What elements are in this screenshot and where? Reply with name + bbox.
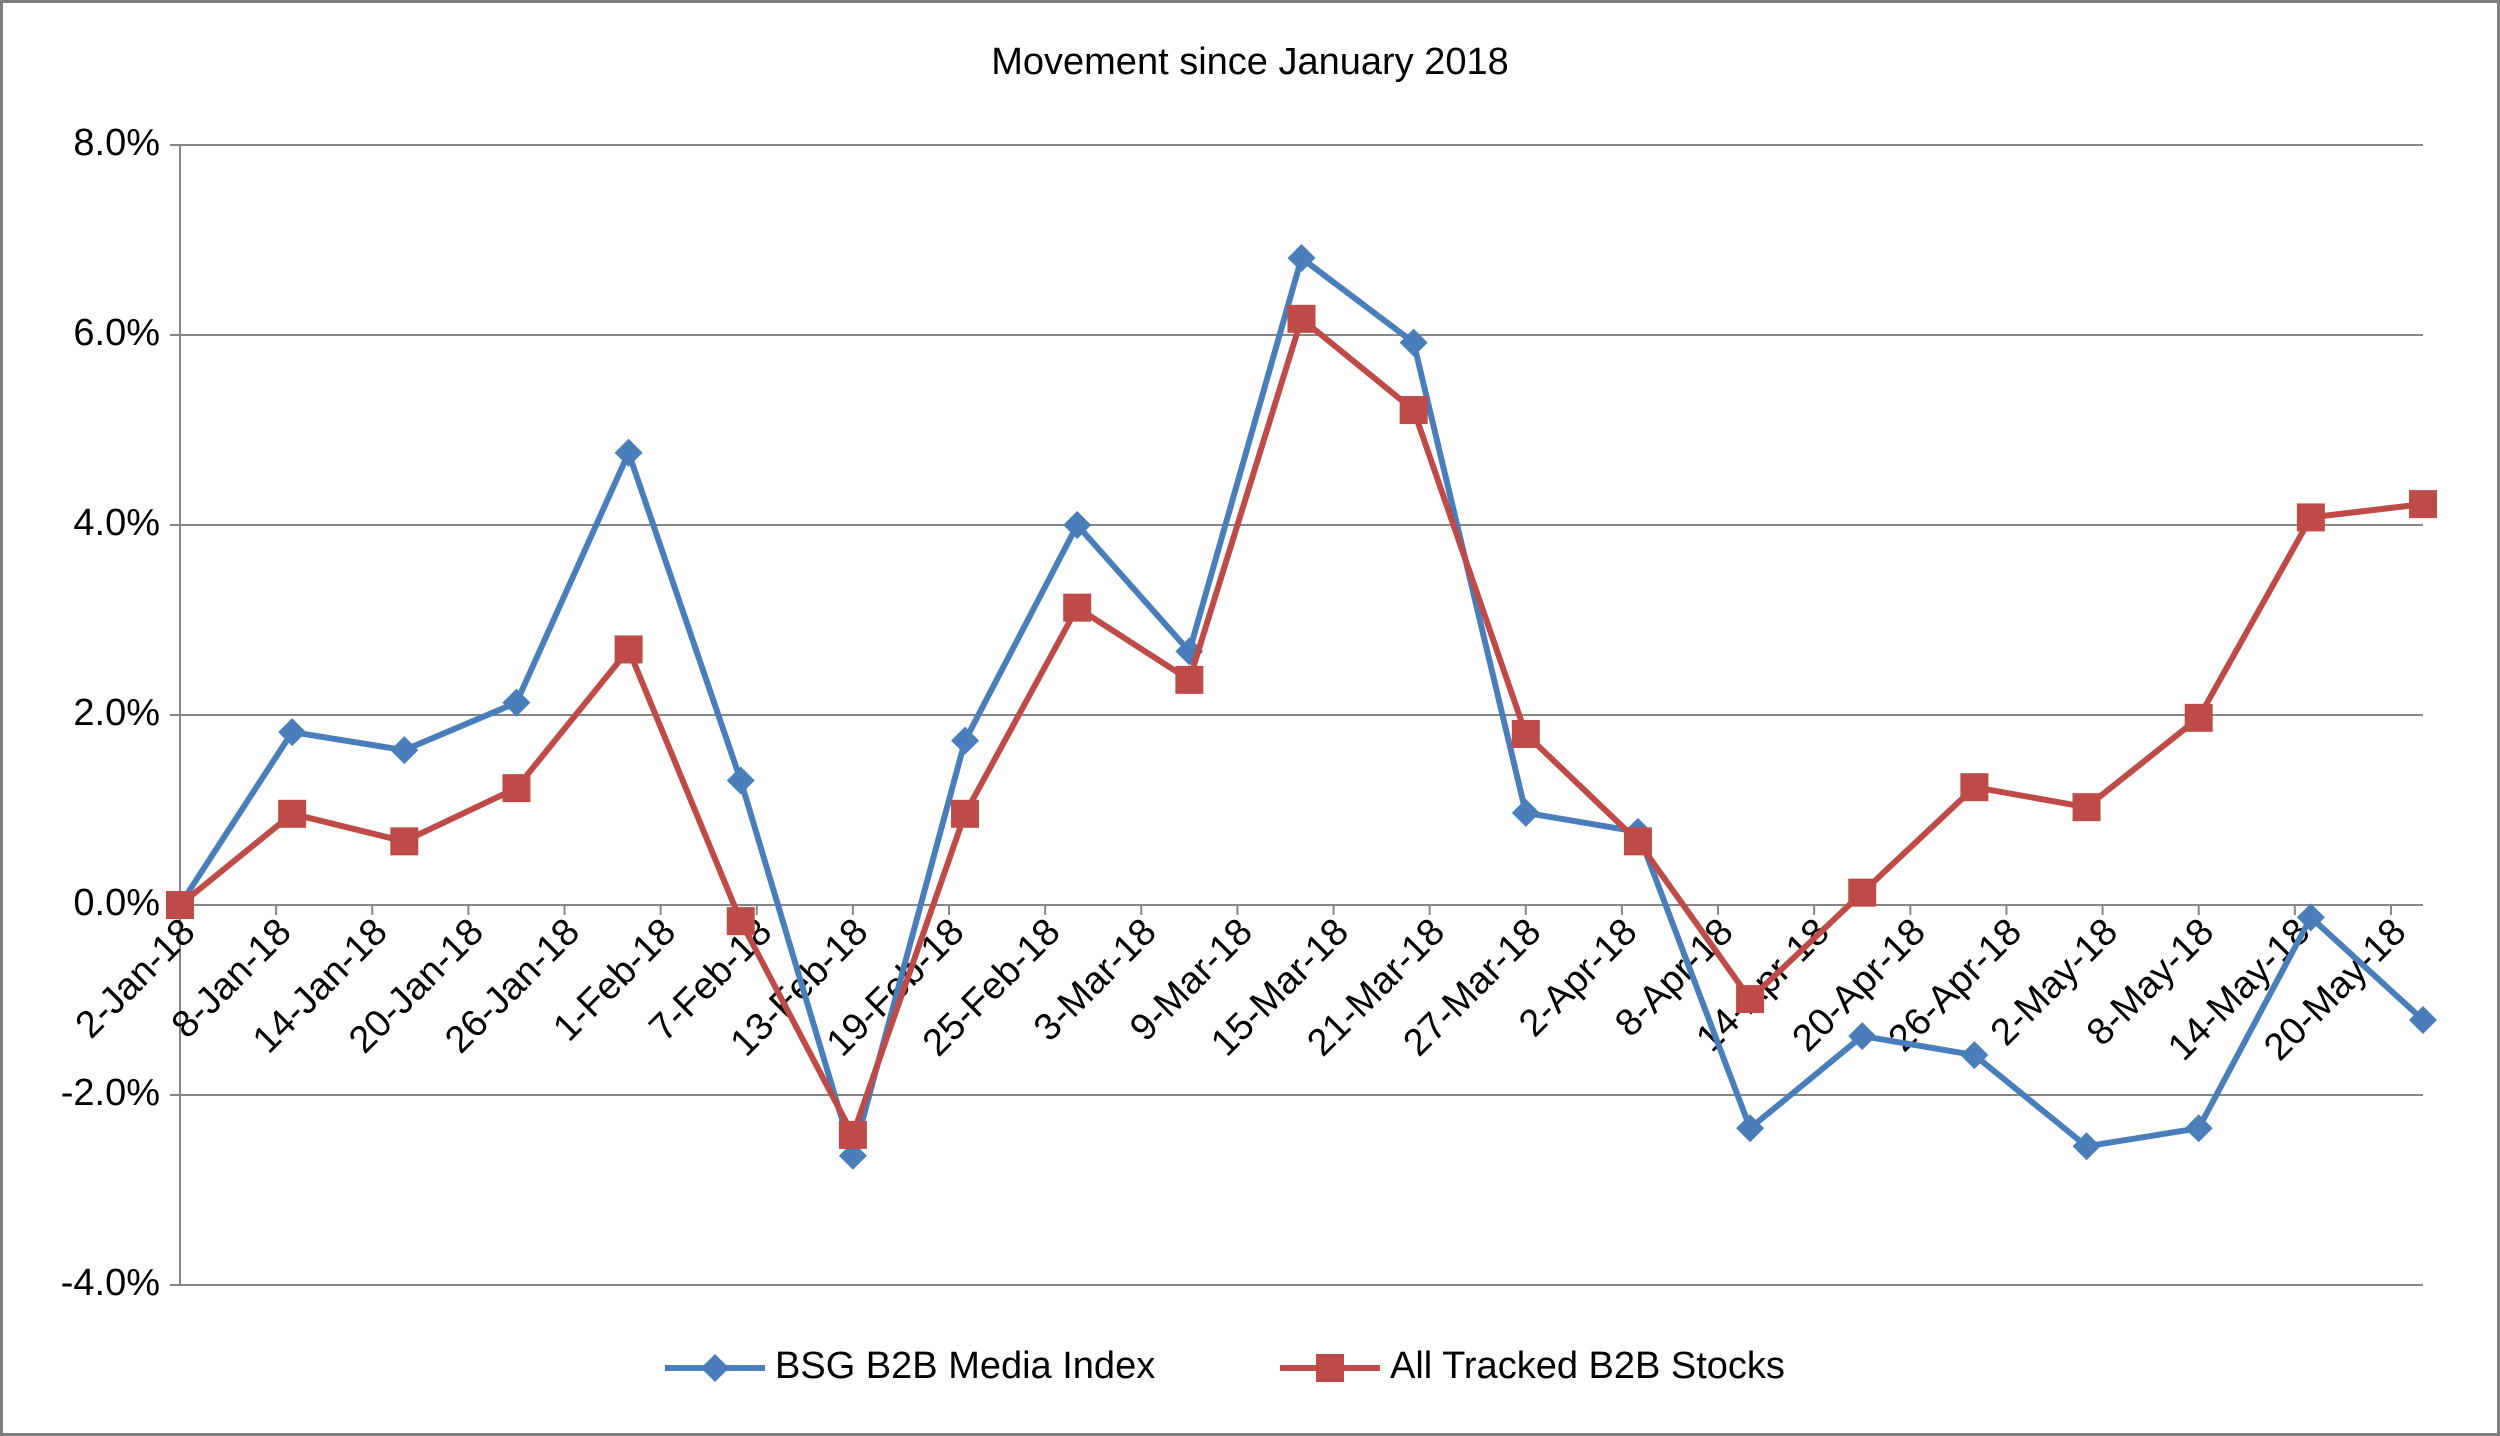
point bbox=[951, 726, 980, 755]
point bbox=[726, 907, 755, 936]
point bbox=[2409, 490, 2437, 519]
y-tick-label: 6.0% bbox=[73, 312, 160, 354]
y-tick-label: 2.0% bbox=[73, 692, 160, 734]
point bbox=[1960, 773, 1989, 802]
point bbox=[1287, 244, 1316, 273]
point bbox=[2072, 1132, 2101, 1161]
y-tick-label: 4.0% bbox=[73, 502, 160, 544]
point bbox=[1623, 827, 1652, 856]
point bbox=[390, 827, 419, 856]
point bbox=[726, 766, 755, 795]
point bbox=[838, 1120, 867, 1149]
legend-label: All Tracked B2B Stocks bbox=[1390, 1345, 1785, 1387]
point bbox=[502, 774, 531, 803]
point bbox=[2296, 503, 2325, 532]
point bbox=[1960, 1041, 1989, 1070]
point bbox=[2296, 903, 2325, 932]
y-tick-label: -4.0% bbox=[61, 1262, 160, 1304]
chart-title: Movement since January 2018 bbox=[991, 41, 1509, 83]
point bbox=[1511, 720, 1540, 748]
point bbox=[2409, 1005, 2437, 1034]
point bbox=[1848, 878, 1877, 907]
legend-label: BSG B2B Media Index bbox=[775, 1345, 1155, 1387]
point bbox=[1736, 985, 1765, 1014]
point bbox=[1063, 593, 1092, 622]
point bbox=[2184, 1114, 2213, 1143]
point bbox=[2072, 793, 2101, 822]
point bbox=[278, 718, 307, 747]
point bbox=[614, 438, 643, 467]
point bbox=[1848, 1022, 1877, 1051]
point bbox=[1287, 304, 1316, 333]
point bbox=[1175, 665, 1204, 694]
point bbox=[502, 688, 531, 717]
legend-marker bbox=[701, 1354, 729, 1382]
point bbox=[951, 799, 980, 828]
point bbox=[1399, 328, 1428, 357]
point bbox=[614, 635, 643, 664]
point bbox=[278, 799, 307, 828]
point bbox=[1399, 396, 1428, 425]
point bbox=[1063, 511, 1092, 539]
legend-marker bbox=[1316, 1354, 1344, 1382]
point bbox=[166, 891, 194, 919]
y-tick-label: 8.0% bbox=[73, 122, 160, 164]
point bbox=[2184, 703, 2213, 732]
point bbox=[390, 736, 419, 765]
y-tick-label: 0.0% bbox=[73, 882, 160, 924]
point bbox=[1736, 1114, 1765, 1143]
y-tick-label: -2.0% bbox=[61, 1072, 160, 1114]
point bbox=[1511, 798, 1540, 827]
